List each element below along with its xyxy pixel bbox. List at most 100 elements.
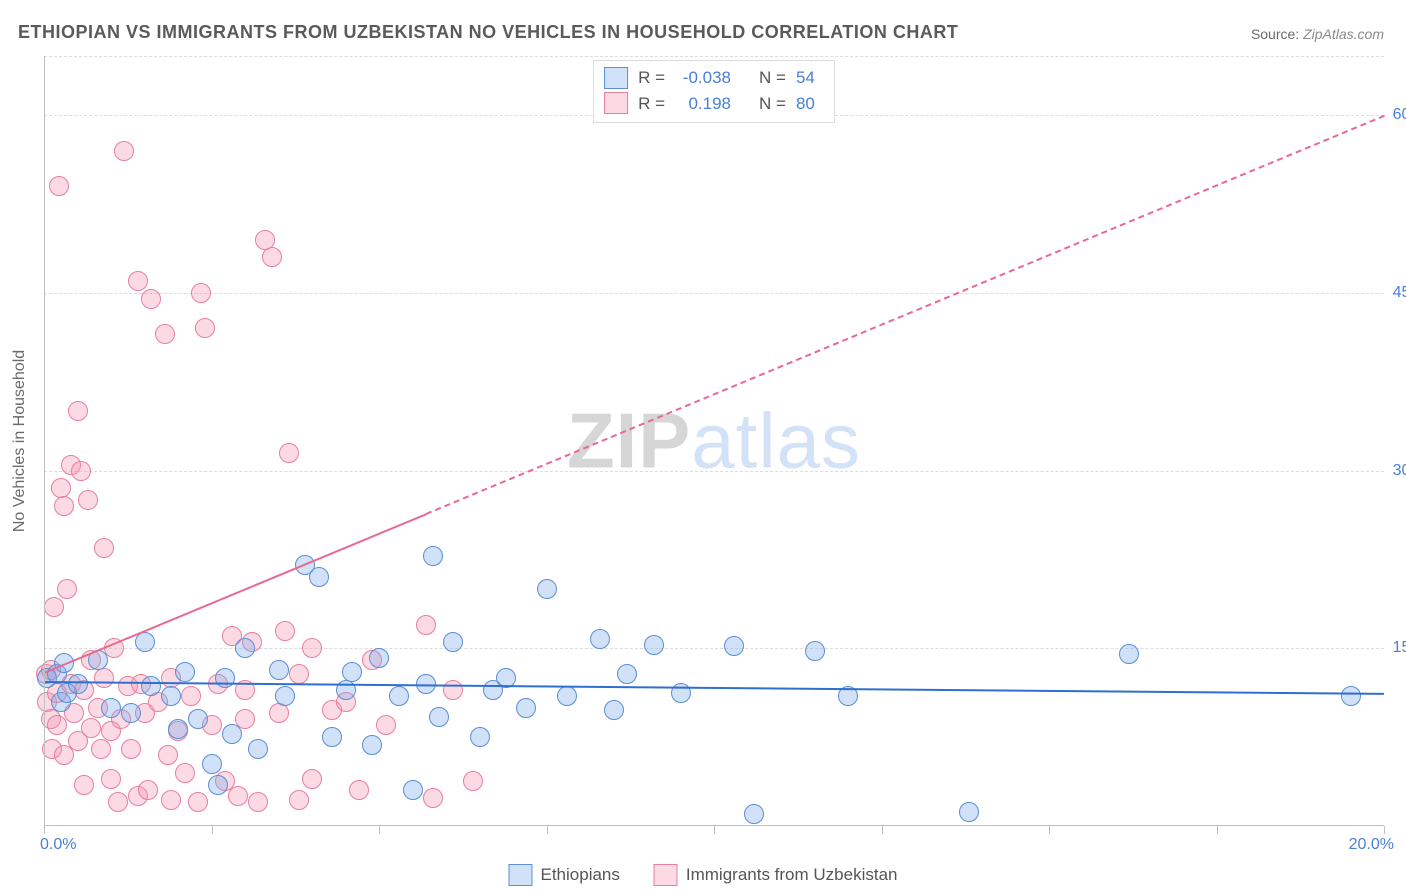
watermark: ZIPatlas (567, 396, 861, 487)
point-series2 (47, 715, 67, 735)
swatch-series2 (654, 864, 678, 886)
n-label-2: N = (759, 91, 786, 117)
point-series2 (54, 496, 74, 516)
r-value-2: 0.198 (675, 91, 731, 117)
point-series1 (403, 780, 423, 800)
point-series1 (423, 546, 443, 566)
point-series1 (389, 686, 409, 706)
gridline (44, 471, 1384, 472)
stats-legend: R = -0.038 N = 54 R = 0.198 N = 80 (593, 60, 835, 123)
x-tick (547, 826, 548, 834)
point-series2 (228, 786, 248, 806)
y-tick-label: 60.0% (1393, 106, 1406, 124)
point-series1 (68, 674, 88, 694)
point-series1 (208, 775, 228, 795)
y-axis-label: No Vehicles in Household (11, 350, 29, 532)
point-series1 (275, 686, 295, 706)
source-label: Source: ZipAtlas.com (1251, 26, 1384, 42)
r-value-1: -0.038 (675, 65, 731, 91)
point-series2 (302, 769, 322, 789)
point-series1 (590, 629, 610, 649)
x-tick (1049, 826, 1050, 834)
source-prefix: Source: (1251, 26, 1299, 42)
point-series2 (71, 461, 91, 481)
x-tick (882, 826, 883, 834)
point-series1 (202, 754, 222, 774)
x-tick (1384, 826, 1385, 834)
point-series2 (443, 680, 463, 700)
n-value-1: 54 (796, 65, 824, 91)
point-series2 (262, 247, 282, 267)
point-series2 (416, 615, 436, 635)
point-series2 (94, 668, 114, 688)
x-tick (212, 826, 213, 834)
point-series2 (101, 769, 121, 789)
point-series1 (537, 579, 557, 599)
y-tick-label: 15.0% (1393, 639, 1406, 657)
swatch-series1 (508, 864, 532, 886)
n-label-1: N = (759, 65, 786, 91)
y-tick-label: 30.0% (1393, 462, 1406, 480)
chart-title: ETHIOPIAN VS IMMIGRANTS FROM UZBEKISTAN … (18, 22, 958, 43)
plot-area: No Vehicles in Household ZIPatlas 15.0%3… (44, 56, 1384, 826)
point-series2 (91, 739, 111, 759)
point-series2 (94, 538, 114, 558)
n-value-2: 80 (796, 91, 824, 117)
point-series2 (248, 792, 268, 812)
point-series2 (155, 324, 175, 344)
legend-item-1: Ethiopians (508, 864, 619, 886)
bottom-legend: Ethiopians Immigrants from Uzbekistan (508, 864, 897, 886)
point-series2 (141, 289, 161, 309)
r-label-1: R = (638, 65, 665, 91)
point-series1 (724, 636, 744, 656)
point-series1 (188, 709, 208, 729)
point-series2 (289, 664, 309, 684)
stats-row-1: R = -0.038 N = 54 (604, 65, 824, 91)
source-value: ZipAtlas.com (1303, 26, 1384, 42)
point-series1 (141, 676, 161, 696)
point-series1 (222, 724, 242, 744)
point-series1 (604, 700, 624, 720)
point-series2 (49, 176, 69, 196)
point-series1 (215, 668, 235, 688)
point-series2 (175, 763, 195, 783)
point-series2 (68, 401, 88, 421)
point-series1 (161, 686, 181, 706)
point-series1 (309, 567, 329, 587)
point-series2 (181, 686, 201, 706)
point-series2 (279, 443, 299, 463)
point-series2 (108, 792, 128, 812)
point-series2 (44, 597, 64, 617)
y-tick-label: 45.0% (1393, 284, 1406, 302)
legend-label-1: Ethiopians (540, 865, 619, 885)
x-tick (1217, 826, 1218, 834)
gridline (44, 293, 1384, 294)
x-tick (379, 826, 380, 834)
r-label-2: R = (638, 91, 665, 117)
point-series1 (1341, 686, 1361, 706)
point-series1 (269, 660, 289, 680)
point-series2 (302, 638, 322, 658)
stats-row-2: R = 0.198 N = 80 (604, 91, 824, 117)
point-series2 (191, 283, 211, 303)
point-series2 (349, 780, 369, 800)
y-axis (44, 56, 45, 826)
swatch-series1 (604, 67, 628, 89)
point-series1 (175, 662, 195, 682)
point-series2 (128, 271, 148, 291)
point-series2 (376, 715, 396, 735)
x-max-label: 20.0% (1349, 836, 1394, 854)
point-series1 (235, 638, 255, 658)
point-series1 (342, 662, 362, 682)
point-series2 (78, 490, 98, 510)
point-series2 (114, 141, 134, 161)
point-series2 (74, 775, 94, 795)
point-series2 (158, 745, 178, 765)
point-series2 (121, 739, 141, 759)
point-series1 (617, 664, 637, 684)
point-series2 (51, 478, 71, 498)
point-series1 (744, 804, 764, 824)
point-series1 (429, 707, 449, 727)
point-series2 (188, 792, 208, 812)
point-series2 (275, 621, 295, 641)
